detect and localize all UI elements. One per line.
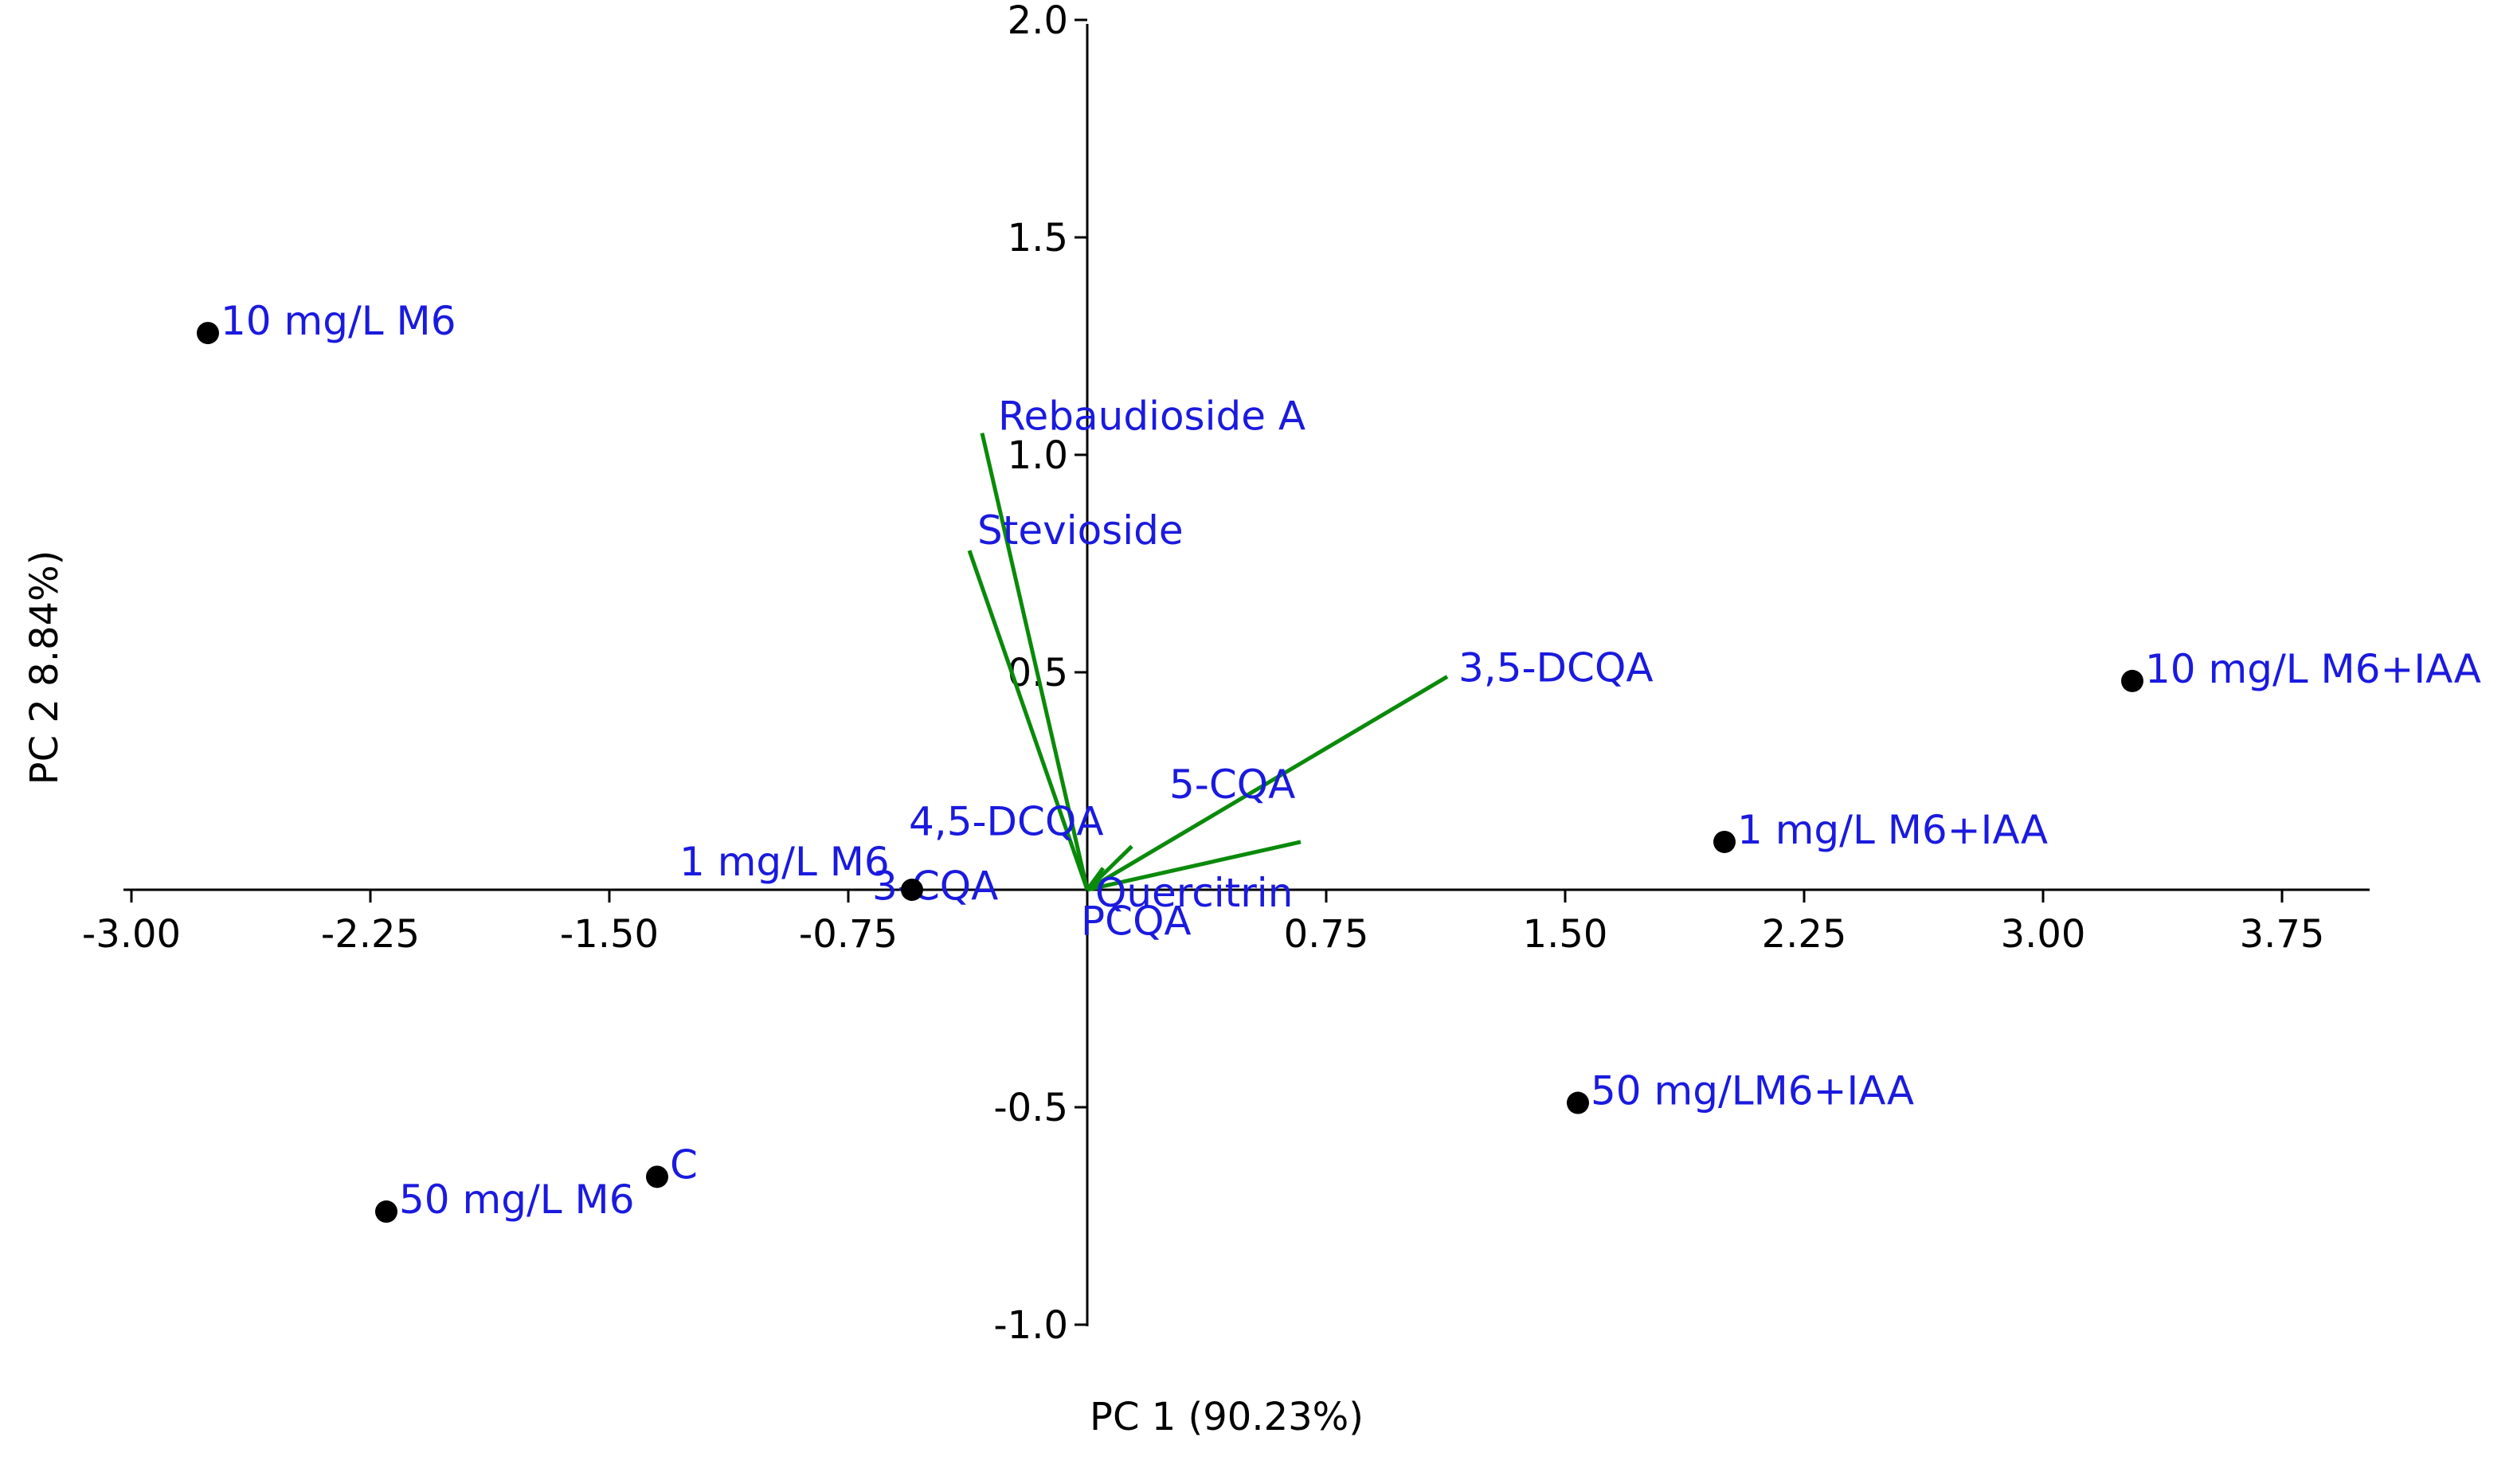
x-tick-label: 3.00 <box>2001 912 2086 957</box>
loading-vector <box>1086 883 1098 892</box>
y-tick-label: -1.0 <box>993 1303 1068 1348</box>
loadings-layer: Rebaudioside A Stevioside 3,5-DCQA 5-CQA 4,5… <box>872 394 1654 945</box>
axis-titles-layer: PC 1 (90.23%) PC 2 8.84%) <box>22 550 1364 1439</box>
data-point <box>2121 669 2143 692</box>
loading-label: PCQA <box>1081 899 1192 945</box>
y-axis-title: PC 2 8.84%) <box>22 550 67 785</box>
y-tick-label: 1.5 <box>1008 216 1068 260</box>
y-tick-label: 2.0 <box>1008 0 1068 43</box>
loading-label: 5-CQA <box>1169 762 1295 808</box>
x-tick-label: 1.50 <box>1523 912 1608 957</box>
loading-vector <box>980 433 1090 891</box>
data-point <box>375 1200 397 1224</box>
data-point-label: C <box>670 1141 698 1188</box>
data-point-label: 50 mg/LM6+IAA <box>1591 1068 1914 1114</box>
x-tick-label: 3.75 <box>2240 912 2325 957</box>
y-tick-label: -0.5 <box>993 1086 1068 1130</box>
x-tick-label: -0.75 <box>799 912 898 957</box>
loading-label: Rebaudioside A <box>998 394 1305 440</box>
loading-label: 3-CQA <box>872 863 998 910</box>
loading-vector <box>1086 675 1449 892</box>
data-point-label: 50 mg/L M6 <box>399 1177 635 1223</box>
data-point-label: 1 mg/L M6 <box>679 839 890 885</box>
x-tick-label: -3.00 <box>82 912 181 957</box>
loading-label: 3,5-DCQA <box>1458 644 1654 691</box>
data-point <box>646 1165 668 1188</box>
data-point-label: 10 mg/L M6 <box>221 298 456 344</box>
loading-label: Stevioside <box>977 507 1184 554</box>
data-point <box>1567 1091 1589 1114</box>
data-point <box>1713 830 1736 853</box>
loading-vector <box>967 550 1090 891</box>
x-tick-label: 2.25 <box>1762 912 1847 957</box>
loading-label: Quercitrin <box>1095 870 1293 916</box>
x-axis-title: PC 1 (90.23%) <box>1090 1395 1364 1439</box>
points-layer: 10 mg/L M6 1 mg/L M6 C 50 mg/L M6 10 mg/L M6… <box>197 298 2481 1224</box>
data-point <box>197 322 219 345</box>
x-tick-label: -1.50 <box>560 912 659 957</box>
loading-label: 4,5-DCQA <box>909 798 1104 844</box>
data-point-label: 10 mg/L M6+IAA <box>2145 646 2481 692</box>
data-point-label: 1 mg/L M6+IAA <box>1737 807 2048 853</box>
data-point <box>901 879 923 901</box>
loading-vector <box>1086 840 1302 892</box>
x-tick-label: 0.75 <box>1284 912 1369 957</box>
y-tick-label: 1.0 <box>1008 433 1068 478</box>
axes-layer: -3.00 -2.25 -1.50 -0.75 0.75 1.50 2.25 3.00 3.75… <box>82 0 2370 1348</box>
x-tick-label: -2.25 <box>321 912 420 957</box>
